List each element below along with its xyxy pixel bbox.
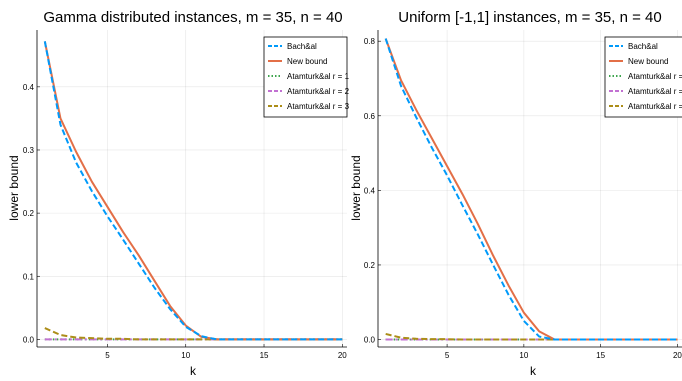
- y-tick-label: 0.6: [364, 112, 376, 121]
- legend: Bach&al New bound Atamturk&al r = 1 Atamtur…: [604, 36, 682, 118]
- legend-label: Atamturk&al r = 2: [287, 87, 350, 96]
- series-line-atamturk-al-r-3: [44, 327, 343, 341]
- y-tick-label: 0.4: [364, 186, 376, 195]
- x-tick-label: 5: [445, 351, 450, 360]
- x-tick-label: 20: [338, 351, 347, 360]
- series-line-bach-al: [43, 41, 343, 341]
- gamma-panel: Gamma distributed instances, m = 35, n =…: [7, 9, 350, 378]
- legend-label: Bach&al: [287, 42, 317, 51]
- legend-label: Atamturk&al r = 1: [287, 72, 350, 81]
- y-tick-label: 0.0: [364, 336, 376, 345]
- x-tick-label: 15: [260, 351, 269, 360]
- legend-label: New bound: [287, 57, 327, 66]
- legend-label: Atamturk&al r = 2: [628, 87, 682, 96]
- x-axis-label: k: [190, 364, 197, 378]
- legend-label: Atamturk&al r = 3: [287, 102, 350, 111]
- series-line-bach-al: [384, 38, 678, 341]
- y-axis-label: lower bound: [349, 155, 363, 220]
- y-tick-label: 0.8: [364, 37, 376, 46]
- legend: Bach&al New bound Atamturk&al r = 1 Atamtur…: [263, 36, 350, 118]
- x-axis-label: k: [530, 364, 537, 378]
- series-group: [384, 38, 678, 341]
- y-tick-label: 0.1: [23, 272, 35, 281]
- y-tick-label: 0.2: [23, 209, 35, 218]
- y-tick-label: 0.3: [23, 146, 35, 155]
- x-tick-label: 20: [673, 351, 682, 360]
- legend-box: [604, 36, 682, 118]
- legend-box: [263, 36, 348, 118]
- chart-title: Uniform [-1,1] instances, m = 35, n = 40: [398, 9, 661, 26]
- legend-label: Bach&al: [628, 42, 658, 51]
- legend-label: Atamturk&al r = 3: [628, 102, 682, 111]
- series-group: [43, 41, 343, 341]
- uniform-panel: Uniform [-1,1] instances, m = 35, n = 40…: [349, 9, 682, 378]
- legend-label: Atamturk&al r = 1: [628, 72, 682, 81]
- x-tick-label: 10: [181, 351, 190, 360]
- x-tick-label: 15: [596, 351, 605, 360]
- y-tick-label: 0.2: [364, 261, 376, 270]
- y-axis-label: lower bound: [7, 155, 21, 220]
- chart-title: Gamma distributed instances, m = 35, n =…: [43, 9, 342, 26]
- y-tick-label: 0.0: [23, 335, 35, 344]
- y-tick-label: 0.4: [23, 83, 35, 92]
- x-tick-label: 5: [105, 351, 110, 360]
- x-tick-label: 10: [519, 351, 528, 360]
- legend-label: New bound: [628, 57, 668, 66]
